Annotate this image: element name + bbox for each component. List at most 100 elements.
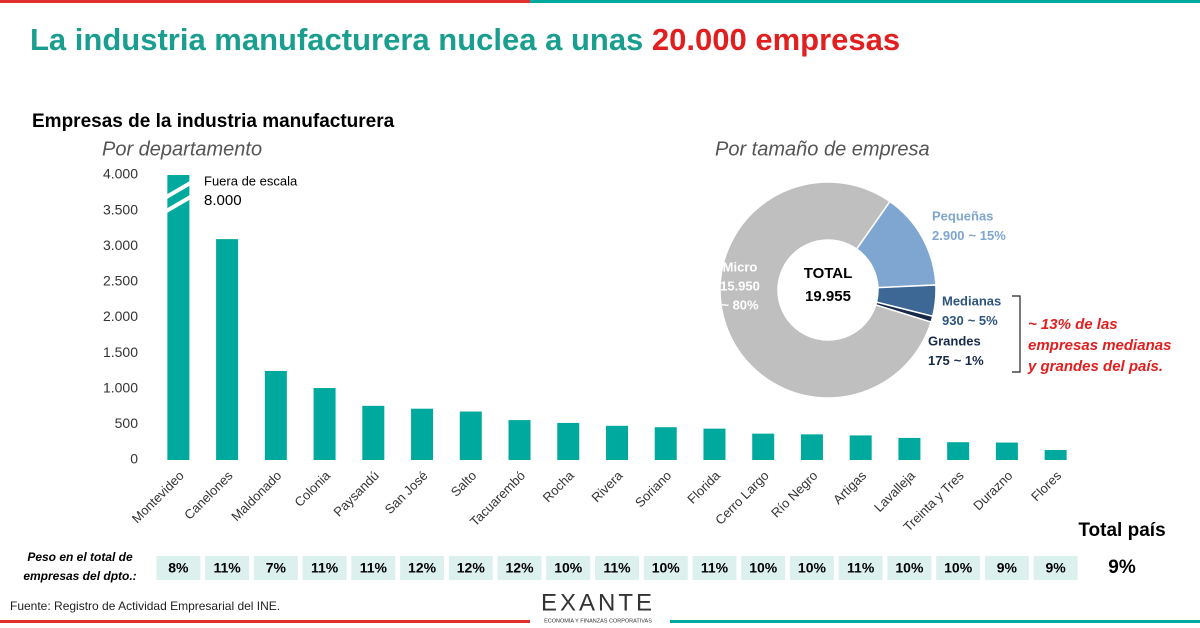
bar	[167, 175, 190, 460]
table-cell-text: 10%	[895, 560, 924, 576]
section-title: Empresas de la industria manufacturera	[32, 111, 395, 132]
table-cell	[400, 556, 445, 580]
table-cell-text: 10%	[798, 560, 827, 576]
table-cell-text: 7%	[266, 560, 287, 576]
x-tick-label: Lavalleja	[871, 467, 918, 514]
table-cell-text: 12%	[457, 560, 486, 576]
table-cell	[302, 556, 347, 580]
bar	[1044, 450, 1067, 460]
bar	[606, 425, 628, 460]
bar	[313, 388, 336, 460]
table-cell-text: 11%	[603, 560, 631, 576]
x-tick-label: Florida	[684, 467, 723, 506]
table-cell-text: 11%	[847, 560, 875, 576]
bar	[703, 428, 726, 460]
pie-slice	[719, 181, 933, 399]
pie-value-label: 930	[942, 313, 964, 328]
pie-label-name: Grandes	[928, 333, 981, 348]
pie-share: ~ 5%	[968, 313, 998, 328]
table-cell	[156, 556, 201, 580]
row-label: empresas del dpto.:	[23, 569, 136, 583]
pie-slice	[874, 301, 934, 323]
table-cell-text: 10%	[749, 560, 778, 576]
pie-label-name: Medianas	[942, 293, 1001, 308]
y-tick-label: 500	[115, 415, 139, 431]
logo-tagline: ECONOMÍA Y FINANZAS CORPORATIVAS	[544, 617, 652, 624]
top-rule-red	[0, 0, 530, 3]
bar	[362, 405, 385, 460]
pie-share: ~ 80%	[721, 297, 759, 312]
y-tick-label: 0	[130, 451, 138, 467]
bar	[752, 433, 775, 460]
pie-value-text: 2.900 ~ 15%	[932, 228, 1006, 243]
bar-plot	[167, 175, 1067, 460]
bar	[995, 442, 1018, 460]
x-tick-label: Durazno	[970, 468, 1015, 513]
pie-center-value: 19.955	[805, 288, 851, 305]
table-cell-text: 12%	[506, 560, 535, 576]
pie-annotation: empresas medianas	[1028, 337, 1171, 354]
bracket	[1012, 295, 1021, 373]
y-tick-label: 2.500	[103, 273, 138, 289]
title-main: La industria manufacturera nuclea a unas	[30, 22, 652, 57]
pie-annotation: y grandes del país.	[1027, 358, 1163, 375]
x-tick-label: Maldonado	[228, 468, 284, 524]
value-label: 8.000	[204, 192, 242, 209]
x-tick-label: Paysandú	[330, 468, 381, 519]
y-tick-label: 3.000	[103, 237, 138, 253]
table-cell-text: 9%	[1046, 560, 1067, 576]
table-cell-text: 11%	[360, 560, 388, 576]
pie-value-label: 175	[928, 353, 950, 368]
bar	[898, 437, 921, 460]
table-cell	[1033, 556, 1078, 580]
table-cell	[595, 556, 639, 580]
bar	[508, 420, 531, 460]
x-tick-label: San José	[382, 468, 431, 517]
pie-value-label: 15.950	[720, 278, 760, 293]
pie-label-name: Pequeñas	[932, 208, 993, 223]
pie-value-label: 2.900	[932, 228, 965, 243]
annotation: Fuera de escala	[204, 173, 298, 188]
x-tick-label: Río Negro	[768, 468, 821, 521]
x-tick-label: Soriano	[632, 468, 674, 510]
top-rule-teal	[530, 0, 1200, 3]
table-cell	[497, 556, 542, 580]
title: La industria manufacturera nuclea a unas…	[30, 22, 900, 57]
bar	[849, 435, 872, 460]
total-header: Total país	[1078, 520, 1165, 541]
table-cell-text: 11%	[701, 560, 729, 576]
title-highlight: 20.000 empresas	[652, 22, 900, 57]
table-cell-text: 10%	[554, 560, 583, 576]
bar	[459, 411, 482, 460]
table-cell-text: 10%	[944, 560, 973, 576]
bar-subtitle: Por departamento	[102, 138, 262, 160]
table-cell	[448, 556, 493, 580]
table-cell	[936, 556, 981, 580]
table-cell	[205, 556, 250, 580]
source: Fuente: Registro de Actividad Empresaria…	[10, 599, 280, 613]
x-tick-label: Salto	[448, 468, 480, 500]
x-tick-label: Flores	[1028, 468, 1064, 504]
logo: EXANTE	[541, 589, 655, 616]
table-cell	[351, 556, 396, 580]
y-tick-label: 2.000	[103, 308, 138, 324]
total-value: 9%	[1108, 557, 1136, 578]
bar	[216, 239, 239, 460]
bar	[264, 370, 287, 460]
table-cell	[984, 556, 1029, 580]
table-cell-text: 10%	[652, 560, 681, 576]
table-cell-text: 12%	[408, 560, 437, 576]
table-cell-text: 8%	[168, 560, 189, 576]
pie-subtitle: Por tamaño de empresa	[715, 138, 930, 160]
pie-value-text: 175 ~ 1%	[928, 353, 984, 368]
pie-share: ~ 15%	[969, 228, 1007, 243]
bar	[947, 442, 970, 460]
table-cell-text: 11%	[213, 560, 241, 576]
table-cell	[692, 556, 737, 580]
x-tick-label: Rocha	[540, 467, 578, 505]
bar	[800, 434, 823, 460]
table-cell	[741, 556, 786, 580]
table-cell-text: 11%	[311, 560, 339, 576]
bar	[654, 427, 677, 460]
